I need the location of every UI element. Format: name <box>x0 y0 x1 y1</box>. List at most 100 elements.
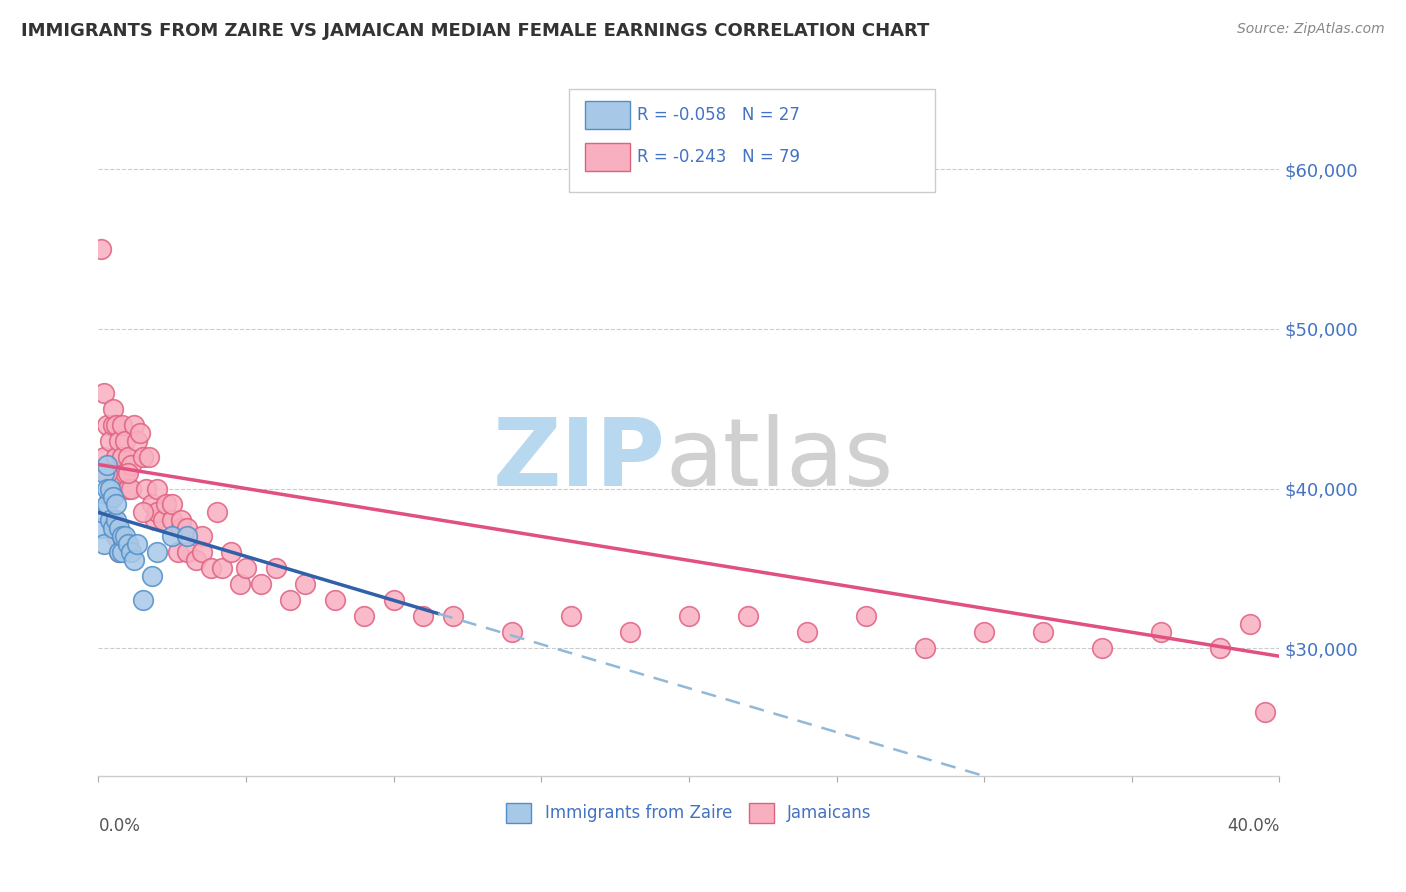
Point <box>96 458 118 472</box>
Point <box>117 466 139 480</box>
Point <box>141 569 163 583</box>
Point <box>205 506 228 520</box>
Point <box>855 609 877 624</box>
Point <box>105 529 128 543</box>
Point <box>93 385 115 400</box>
Point <box>412 609 434 624</box>
Text: ZIP: ZIP <box>492 414 665 506</box>
Point <box>103 417 125 432</box>
Point <box>117 482 139 496</box>
Point <box>117 450 139 464</box>
Point <box>1239 617 1261 632</box>
Point <box>105 417 128 432</box>
Point <box>90 521 112 535</box>
Point <box>125 537 148 551</box>
Point <box>98 513 121 527</box>
Point <box>132 593 155 607</box>
Point <box>98 482 121 496</box>
Point <box>152 513 174 527</box>
Point <box>103 401 125 416</box>
Point <box>1209 641 1232 656</box>
Point <box>143 513 166 527</box>
Point <box>1254 705 1277 719</box>
Text: IMMIGRANTS FROM ZAIRE VS JAMAICAN MEDIAN FEMALE EARNINGS CORRELATION CHART: IMMIGRANTS FROM ZAIRE VS JAMAICAN MEDIAN… <box>21 22 929 40</box>
Point <box>96 482 118 496</box>
Point <box>108 521 131 535</box>
Point <box>105 513 128 527</box>
Point <box>441 609 464 624</box>
Point <box>93 450 115 464</box>
Point <box>138 450 160 464</box>
Point <box>353 609 375 624</box>
Point <box>167 545 190 559</box>
Point <box>122 553 145 567</box>
Point <box>235 561 257 575</box>
Point <box>114 434 136 448</box>
Point <box>103 513 125 527</box>
Point <box>323 593 346 607</box>
Text: 0.0%: 0.0% <box>98 817 141 835</box>
Point <box>1032 625 1054 640</box>
Point <box>914 641 936 656</box>
Point <box>162 529 183 543</box>
Point <box>1150 625 1173 640</box>
Point <box>96 498 118 512</box>
Point <box>737 609 759 624</box>
Point <box>114 466 136 480</box>
Point <box>155 498 177 512</box>
Point <box>191 545 214 559</box>
Point <box>264 561 287 575</box>
Point <box>103 521 125 535</box>
Point <box>280 593 302 607</box>
Point <box>176 529 198 543</box>
Point <box>560 609 582 624</box>
Point <box>108 434 131 448</box>
Point <box>382 593 405 607</box>
Text: Source: ZipAtlas.com: Source: ZipAtlas.com <box>1237 22 1385 37</box>
Legend: Immigrants from Zaire, Jamaicans: Immigrants from Zaire, Jamaicans <box>499 796 879 830</box>
Point <box>619 625 641 640</box>
Point <box>229 577 252 591</box>
Point <box>105 498 128 512</box>
Point <box>146 482 169 496</box>
Point <box>250 577 273 591</box>
Point <box>108 545 131 559</box>
Point <box>146 545 169 559</box>
Point <box>141 498 163 512</box>
Point <box>103 490 125 504</box>
Text: R = -0.243   N = 79: R = -0.243 N = 79 <box>637 148 800 166</box>
Point <box>114 529 136 543</box>
Point <box>132 506 155 520</box>
Point <box>162 513 183 527</box>
Point <box>93 537 115 551</box>
Point <box>111 529 134 543</box>
Point <box>294 577 316 591</box>
Text: 40.0%: 40.0% <box>1227 817 1279 835</box>
Point <box>105 450 128 464</box>
Text: atlas: atlas <box>665 414 894 506</box>
Point <box>108 466 131 480</box>
Point <box>191 529 214 543</box>
Point <box>122 417 145 432</box>
Point <box>678 609 700 624</box>
Point <box>170 513 193 527</box>
Point <box>200 561 222 575</box>
Point <box>170 521 193 535</box>
Point <box>1091 641 1114 656</box>
Point <box>146 506 169 520</box>
Point <box>176 521 198 535</box>
Point <box>132 450 155 464</box>
Point <box>125 434 148 448</box>
Point <box>111 545 134 559</box>
Point <box>184 553 207 567</box>
Point <box>90 506 112 520</box>
Point <box>501 625 523 640</box>
Text: R = -0.058   N = 27: R = -0.058 N = 27 <box>637 106 800 124</box>
Point <box>108 545 131 559</box>
Point <box>796 625 818 640</box>
Point <box>98 490 121 504</box>
Point <box>120 482 142 496</box>
Point <box>211 561 233 575</box>
Point <box>221 545 243 559</box>
Point <box>973 625 995 640</box>
